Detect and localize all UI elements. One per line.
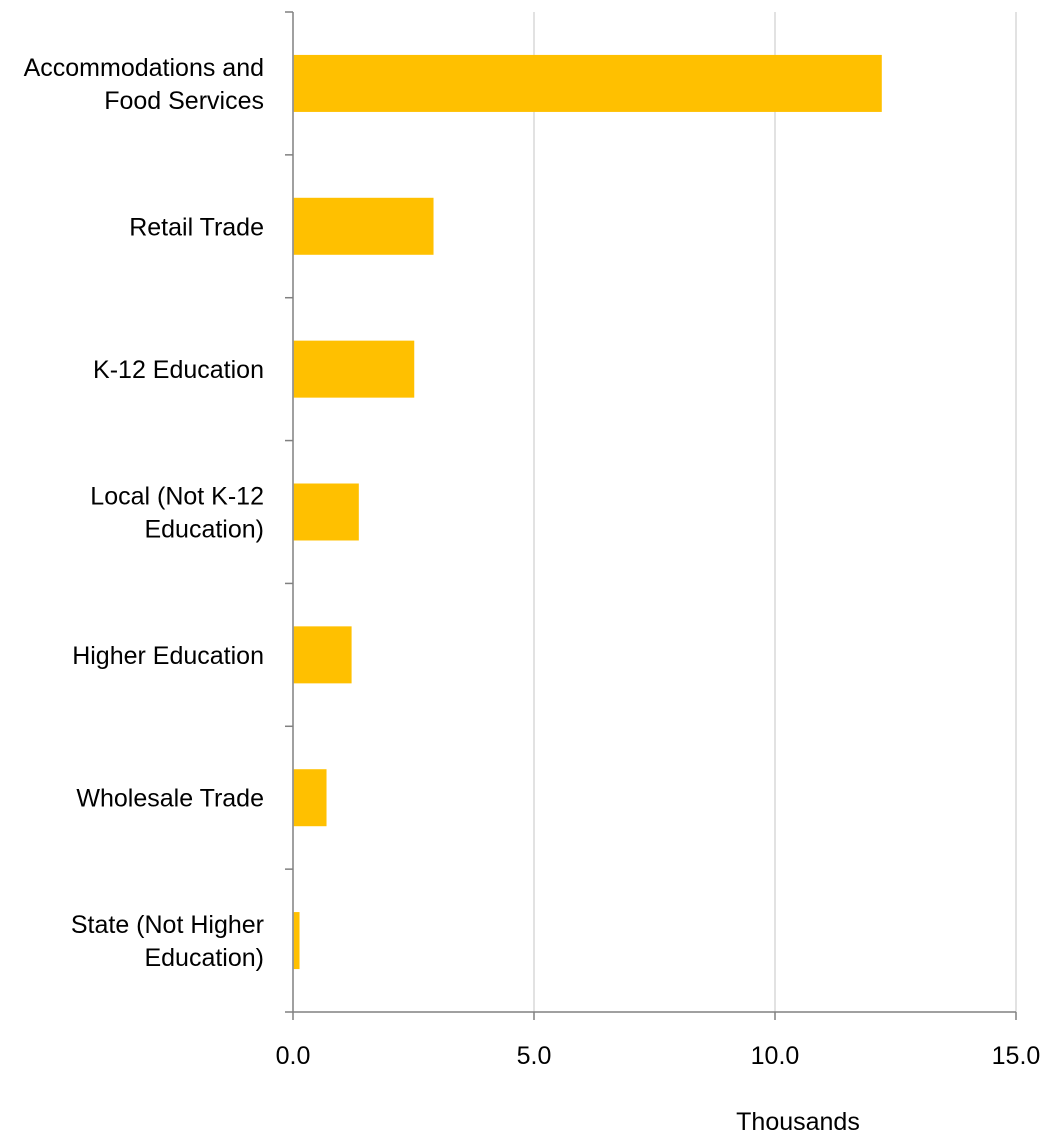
bar — [293, 626, 352, 684]
category-label: Wholesale Trade — [76, 785, 264, 813]
x-tick-labels: 0.0 5.0 10.0 15.0 — [276, 1042, 1041, 1070]
bar — [293, 54, 882, 112]
category-label: Education) — [144, 944, 264, 972]
category-label: Higher Education — [72, 642, 264, 670]
axes — [285, 11, 1017, 1020]
category-label: K-12 Education — [93, 356, 264, 384]
category-label: Accommodations and — [24, 54, 264, 82]
category-label: Retail Trade — [129, 213, 264, 241]
x-tick-label: 10.0 — [751, 1042, 800, 1070]
bar — [293, 197, 434, 255]
x-tick-label: 5.0 — [517, 1042, 552, 1070]
bars — [293, 54, 882, 970]
category-label: Food Services — [104, 87, 264, 115]
category-label: Local (Not K-12 — [90, 483, 264, 511]
grid-lines — [533, 12, 1017, 1012]
x-unit-label: Thousands — [736, 1108, 860, 1136]
bar — [293, 340, 415, 398]
x-tick-label: 0.0 — [276, 1042, 311, 1070]
category-label: State (Not Higher — [71, 911, 264, 939]
bar — [293, 483, 359, 541]
category-label: Education) — [144, 516, 264, 544]
bar — [293, 769, 327, 827]
category-labels: Accommodations and Food Services Retail Tr… — [24, 54, 264, 972]
x-tick-label: 15.0 — [992, 1042, 1041, 1070]
bar — [293, 912, 300, 970]
